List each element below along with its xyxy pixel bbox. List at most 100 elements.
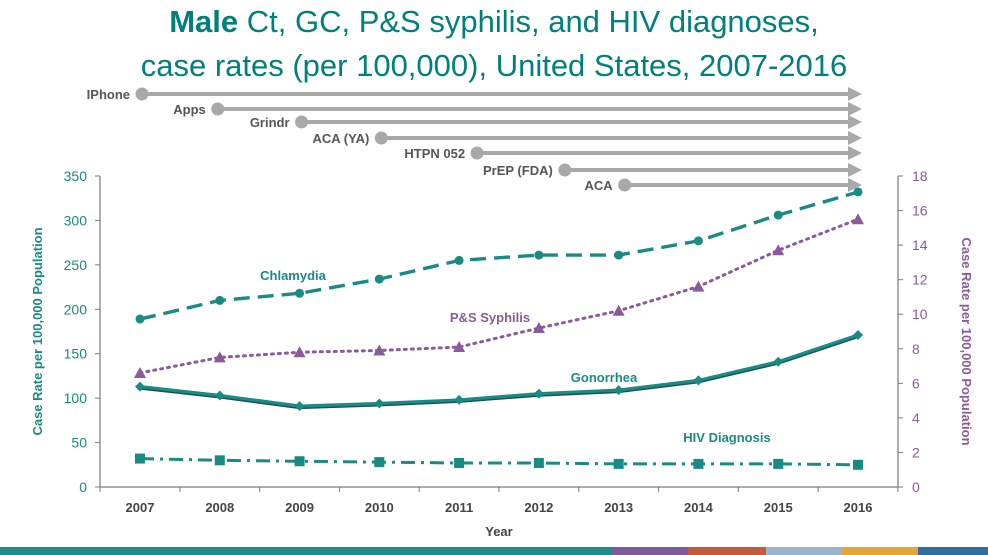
data-point-circle	[693, 236, 703, 246]
series-annotation-label: HIV Diagnosis	[683, 430, 770, 445]
data-point-diamond	[374, 398, 385, 409]
y-right-tick-label: 6	[912, 375, 920, 391]
timeline-label: ACA	[584, 178, 613, 193]
y-right-tick-label: 18	[912, 168, 928, 184]
timeline-label: PrEP (FDA)	[483, 163, 553, 178]
timeline-arrowhead	[848, 163, 862, 177]
x-tick-label: 2009	[285, 500, 314, 515]
y-left-tick-label: 150	[64, 346, 88, 362]
timeline-arrowhead	[848, 131, 862, 145]
data-point-square	[135, 453, 145, 464]
data-point-circle	[534, 250, 544, 260]
timeline-start-dot	[135, 87, 149, 101]
y-left-tick-label: 300	[64, 212, 88, 228]
series-annotation-label: P&S Syphilis	[450, 310, 530, 325]
y-right-tick-label: 8	[912, 341, 920, 357]
title-bold-word: Male	[169, 4, 239, 39]
series-line-p-s-syphilis	[138, 217, 860, 375]
data-point-triangle	[612, 304, 625, 316]
timeline-label: ACA (YA)	[313, 131, 370, 146]
x-tick-label: 2013	[604, 500, 633, 515]
data-point-square	[773, 458, 784, 469]
data-point-triangle	[852, 213, 864, 225]
timeline-start-dot	[211, 102, 225, 116]
strip-segment	[612, 547, 688, 555]
series-line-hiv-diagnosis	[139, 457, 859, 467]
data-point-triangle	[373, 344, 386, 356]
data-point-diamond	[533, 388, 544, 399]
x-tick-label: 2012	[524, 500, 553, 515]
timeline-arrowhead	[848, 102, 862, 116]
y-left-tick-label: 350	[64, 168, 88, 184]
x-tick-label: 2015	[764, 500, 793, 515]
data-point-triangle	[772, 244, 785, 256]
data-point-circle	[773, 210, 783, 220]
y-right-tick-label: 12	[912, 272, 928, 288]
timeline-start-dot	[618, 178, 632, 192]
strip-segment	[766, 547, 842, 555]
timeline-arrowhead	[848, 146, 862, 160]
strip-segment	[0, 547, 612, 555]
data-point-square	[374, 457, 385, 468]
x-tick-label: 2010	[365, 500, 394, 515]
y-right-tick-label: 4	[912, 410, 920, 426]
data-point-triangle	[293, 346, 306, 358]
timeline-label: Grindr	[250, 115, 290, 130]
data-point-diamond	[853, 330, 863, 341]
x-tick-label: 2011	[445, 500, 473, 515]
data-point-triangle	[134, 366, 146, 378]
y-left-tick-label: 0	[79, 479, 87, 495]
data-point-triangle	[532, 322, 545, 334]
data-point-diamond	[693, 375, 704, 386]
series-line-chlamydia	[139, 190, 859, 321]
data-point-circle	[295, 288, 305, 298]
timeline-label: IPhone	[87, 87, 130, 102]
data-point-diamond	[773, 356, 784, 367]
timeline-label: HTPN 052	[404, 146, 465, 161]
data-point-square	[613, 458, 624, 469]
data-point-square	[214, 455, 225, 466]
x-tick-label: 2014	[684, 500, 714, 515]
data-point-diamond	[294, 401, 305, 412]
x-tick-label: 2008	[205, 500, 234, 515]
data-point-square	[294, 456, 305, 467]
timeline-arrowhead	[848, 178, 862, 192]
strip-segment	[842, 547, 918, 555]
data-point-diamond	[135, 381, 145, 392]
chart-title-line2: case rates (per 100,000), United States,…	[140, 48, 848, 83]
y-right-axis-title: Case Rate per 100,000 Population	[959, 237, 974, 445]
y-left-axis-title: Case Rate per 100,000 Population	[30, 227, 45, 435]
y-left-tick-label: 100	[64, 390, 88, 406]
x-tick-label: 2016	[844, 500, 873, 515]
y-left-tick-label: 250	[64, 257, 88, 273]
y-right-tick-label: 16	[912, 203, 928, 219]
data-point-triangle	[692, 280, 705, 292]
y-right-tick-label: 0	[912, 479, 920, 495]
strip-segment	[918, 547, 988, 555]
data-point-circle	[215, 295, 225, 305]
y-right-tick-label: 14	[912, 237, 928, 253]
data-point-circle	[614, 250, 624, 260]
series-annotation-label: Chlamydia	[260, 268, 327, 283]
timeline-label: Apps	[173, 102, 206, 117]
y-right-tick-label: 2	[912, 444, 920, 460]
data-point-triangle	[453, 341, 466, 353]
strip-segment	[688, 547, 766, 555]
data-point-circle	[853, 187, 863, 197]
data-point-square	[853, 459, 863, 470]
timeline-arrowhead	[848, 87, 862, 101]
timeline-start-dot	[558, 163, 572, 177]
series-line-gonorrhea	[139, 333, 859, 408]
title-line1-rest: Ct, GC, P&S syphilis, and HIV diagnoses,	[238, 4, 819, 39]
data-point-square	[693, 458, 704, 469]
data-point-circle	[374, 274, 384, 284]
timeline-arrowhead	[848, 115, 862, 129]
data-point-triangle	[213, 351, 226, 363]
data-point-diamond	[613, 385, 624, 396]
series-annotation-label: Gonorrhea	[571, 370, 638, 385]
data-point-circle	[135, 314, 145, 324]
timeline-start-dot	[374, 131, 388, 145]
chart-title-line1: Male Ct, GC, P&S syphilis, and HIV diagn…	[0, 2, 988, 42]
